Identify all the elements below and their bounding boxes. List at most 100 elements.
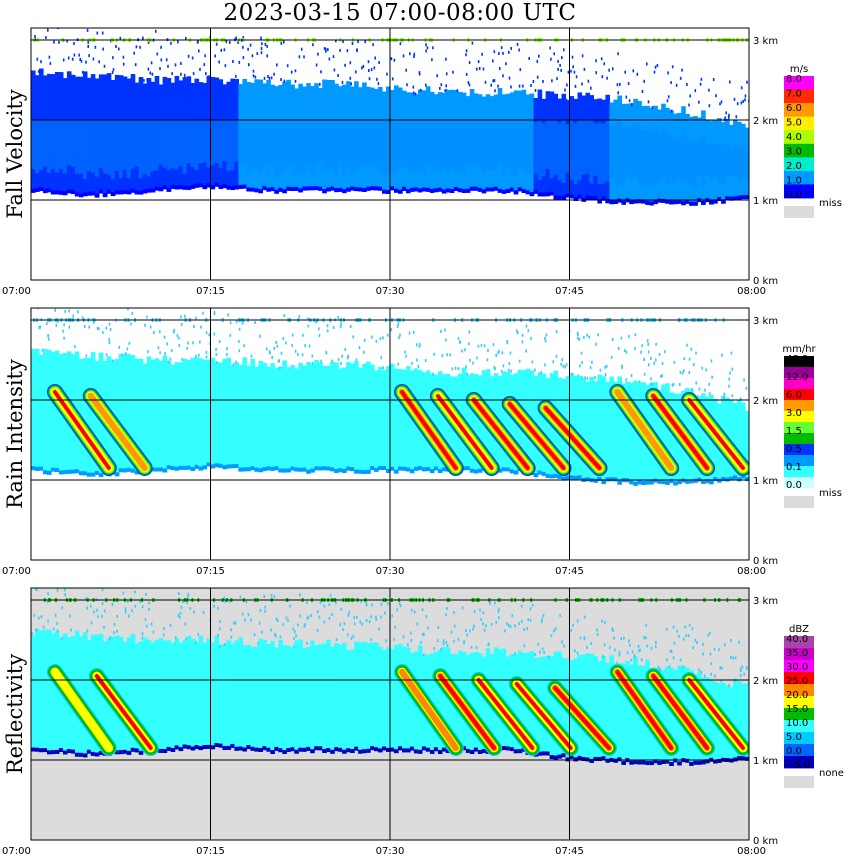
echo-base xyxy=(505,189,511,193)
speckle xyxy=(686,83,688,86)
echo-base xyxy=(286,186,291,191)
echo-column xyxy=(122,353,128,473)
speckle xyxy=(294,630,296,634)
speckle xyxy=(234,621,237,625)
speckle xyxy=(260,51,263,55)
echo-column xyxy=(334,362,339,473)
speckle xyxy=(566,83,568,87)
speckle xyxy=(612,67,614,71)
x-tick-label: 07:45 xyxy=(555,566,584,577)
speckle xyxy=(482,611,485,615)
velocity-band xyxy=(222,120,228,162)
colorbar-swatch xyxy=(784,157,814,172)
echo-base xyxy=(162,749,168,753)
velocity-band xyxy=(521,120,527,170)
echo-column xyxy=(477,375,483,473)
velocity-band xyxy=(569,120,575,180)
speckle xyxy=(180,315,182,319)
speckle xyxy=(746,666,748,670)
speckle xyxy=(743,378,745,382)
echo-base xyxy=(469,186,475,191)
speckle xyxy=(118,345,120,349)
speckle xyxy=(177,614,180,617)
speckle xyxy=(700,670,703,674)
velocity-band xyxy=(354,120,359,172)
speckle xyxy=(282,623,285,627)
speckle xyxy=(292,627,295,631)
speckle xyxy=(46,600,49,604)
echo-base xyxy=(469,468,475,473)
speckle xyxy=(223,596,226,600)
speckle xyxy=(720,679,722,683)
colorbar-label: 2.0 xyxy=(786,161,802,172)
x-tick-label: 07:45 xyxy=(555,286,584,297)
speckle xyxy=(603,643,606,647)
speckle xyxy=(73,42,75,45)
speckle xyxy=(620,336,623,340)
velocity-band xyxy=(493,120,499,170)
velocity-band xyxy=(429,120,435,165)
echo-base xyxy=(553,195,559,200)
speckle xyxy=(343,622,346,626)
colorbar-swatch xyxy=(784,130,814,145)
echo-base xyxy=(182,744,188,749)
speckle xyxy=(445,641,448,644)
echo-base xyxy=(190,746,196,751)
speckle xyxy=(167,64,169,68)
speckle xyxy=(497,84,499,88)
echo-base xyxy=(150,188,156,193)
speckle xyxy=(323,620,326,624)
echo-base xyxy=(214,463,220,468)
speckle xyxy=(444,89,446,93)
echo-base xyxy=(378,466,383,470)
speckle xyxy=(466,633,468,637)
echo-base xyxy=(174,185,180,190)
velocity-band xyxy=(453,120,459,171)
echo-column xyxy=(286,367,291,473)
speckle xyxy=(96,326,99,330)
echo-base xyxy=(717,758,722,763)
speckle xyxy=(423,653,425,657)
speckle xyxy=(453,639,455,643)
speckle xyxy=(317,52,319,56)
colorbar-swatch xyxy=(784,477,814,489)
velocity-band xyxy=(218,120,224,168)
y-axis-label: Rain Intensity xyxy=(3,359,27,509)
echo-base xyxy=(282,468,287,473)
speckle xyxy=(617,52,619,56)
echo-base xyxy=(322,466,327,471)
speckle xyxy=(116,629,118,633)
echo-column xyxy=(238,365,243,472)
speckle xyxy=(213,332,216,336)
speckle xyxy=(510,85,512,89)
echo-base xyxy=(230,743,235,748)
echo-base xyxy=(298,747,303,752)
speckle xyxy=(393,637,395,641)
speckle xyxy=(291,344,293,348)
colorbar-label: 0.0 xyxy=(786,190,802,201)
speckle xyxy=(325,351,328,355)
speckle xyxy=(105,353,108,357)
echo-base xyxy=(318,466,323,471)
echo-column xyxy=(142,363,148,473)
speckle xyxy=(163,627,165,631)
speckle xyxy=(254,321,256,324)
echo-base xyxy=(497,188,503,193)
speckle xyxy=(306,616,309,620)
speckle xyxy=(394,625,396,629)
velocity-band xyxy=(709,144,714,180)
speckle xyxy=(694,89,697,93)
echo-base xyxy=(701,200,706,205)
echo-column xyxy=(54,350,60,472)
echo-column xyxy=(222,358,228,470)
speckle xyxy=(218,60,220,64)
echo-column xyxy=(274,367,279,471)
speckle xyxy=(612,628,614,632)
velocity-band xyxy=(330,120,335,169)
speckle xyxy=(273,72,275,76)
speckle xyxy=(134,604,137,608)
velocity-band xyxy=(745,151,749,180)
speckle xyxy=(564,365,566,369)
echo-column xyxy=(126,354,132,472)
echo-base xyxy=(653,759,658,764)
